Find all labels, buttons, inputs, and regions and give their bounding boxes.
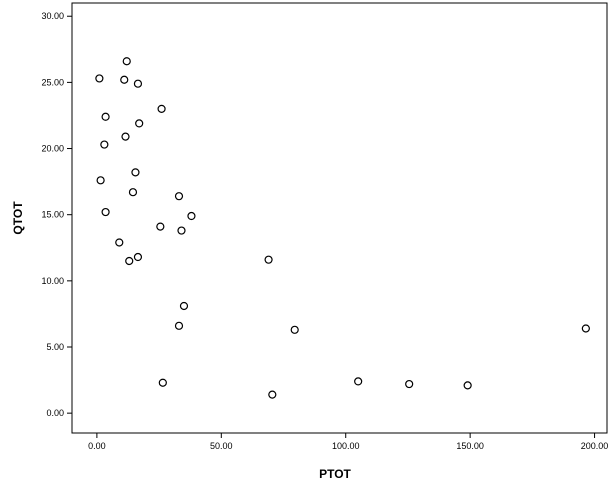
data-point: [177, 226, 186, 235]
data-point: [131, 168, 140, 177]
data-point: [133, 252, 143, 262]
data-point: [120, 75, 129, 84]
y-tick-label: 10.00: [41, 276, 64, 286]
plot-area: [71, 2, 608, 434]
data-point: [96, 176, 105, 185]
data-point: [115, 238, 124, 247]
data-point: [121, 132, 130, 141]
data-point: [128, 188, 138, 197]
data-point: [95, 74, 104, 83]
x-tick-label: 100.00: [332, 441, 360, 451]
x-axis-title: PTOT: [319, 467, 351, 481]
data-point: [463, 381, 472, 390]
data-point: [100, 140, 109, 149]
data-point: [122, 57, 131, 66]
y-axis: 0.00 5.00 10.00 15.00 20.00 25.00 30.00: [41, 11, 72, 418]
data-point: [264, 255, 273, 264]
x-tick-label: 200.00: [581, 441, 608, 451]
data-point: [174, 192, 184, 201]
data-point: [125, 256, 134, 266]
data-point: [290, 325, 299, 334]
data-point: [135, 119, 144, 128]
data-point: [158, 378, 167, 387]
x-tick-label: 50.00: [210, 441, 233, 451]
x-tick-label: 0.00: [88, 441, 106, 451]
x-tick-label: 150.00: [456, 441, 484, 451]
x-axis: 0.00 50.00 100.00 150.00 200.00: [88, 433, 608, 451]
y-tick-label: 5.00: [46, 342, 64, 352]
data-point: [268, 390, 277, 399]
y-axis-title: QTOT: [11, 201, 25, 235]
data-point: [157, 104, 166, 113]
data-point: [133, 79, 143, 88]
y-tick-label: 15.00: [41, 210, 64, 220]
y-tick-label: 0.00: [46, 408, 64, 418]
data-point: [156, 222, 165, 231]
y-tick-label: 20.00: [41, 144, 64, 154]
data-point: [174, 321, 184, 330]
data-points: [95, 57, 590, 399]
data-point: [405, 379, 414, 389]
y-tick-label: 25.00: [41, 77, 64, 87]
y-tick-label: 30.00: [41, 11, 64, 21]
data-point: [101, 112, 110, 121]
data-point: [354, 377, 363, 386]
data-point: [101, 207, 110, 217]
data-point: [581, 324, 590, 333]
data-point: [179, 301, 189, 311]
data-point: [187, 211, 196, 221]
